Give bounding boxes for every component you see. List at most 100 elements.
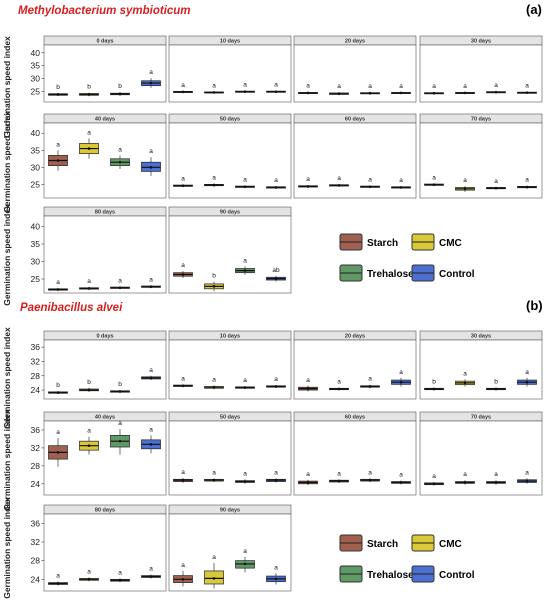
panel-a-label: (a) <box>526 2 542 17</box>
facet-strip-label: 80 days <box>95 508 115 514</box>
box-control: a <box>141 566 161 579</box>
significance-letter: a <box>368 83 372 90</box>
panel-a-title: Methylobacterium symbioticum <box>18 5 191 17</box>
box-mean-point <box>525 185 529 189</box>
box-mean-point <box>56 582 60 585</box>
box-mean-point <box>149 443 153 446</box>
significance-letter: a <box>399 83 403 90</box>
facet-strip-label: 70 days <box>471 415 491 421</box>
box-mean-point <box>525 380 529 384</box>
box-control: a <box>141 276 161 289</box>
significance-letter: a <box>399 177 403 184</box>
box-mean-point <box>118 92 122 96</box>
box-starch: a <box>48 429 68 467</box>
y-tick-label: 35 <box>31 61 41 71</box>
y-axis-label: Germination speed index <box>2 327 12 429</box>
y-axis-label: Germination speed index <box>2 204 12 306</box>
box-control: a <box>391 177 411 189</box>
box-cmc: a <box>79 568 99 582</box>
panel-b-title: Paenibacillus alvei <box>20 302 123 314</box>
box-trehalose: a <box>360 176 380 189</box>
box-cmc: a <box>329 379 349 391</box>
box-cmc: a <box>329 175 349 187</box>
y-tick-label: 30 <box>31 257 41 267</box>
facet-strip-label: 60 days <box>345 415 365 421</box>
box-control: a <box>517 469 537 484</box>
box-mean-point <box>274 385 278 388</box>
y-tick-label: 35 <box>31 239 41 249</box>
box-trehalose: a <box>235 377 255 389</box>
significance-letter: a <box>56 429 60 436</box>
box-mean-point <box>368 91 372 95</box>
box-mean-point <box>368 385 372 388</box>
box-mean-point <box>56 159 60 162</box>
box-mean-point <box>243 90 247 93</box>
box-starch: a <box>424 174 444 187</box>
significance-letter: a <box>87 428 91 435</box>
facet-frame <box>419 339 543 400</box>
box-mean-point <box>181 478 185 482</box>
box-trehalose: a <box>110 146 130 170</box>
box-mean-point <box>306 91 310 95</box>
y-tick-label: 28 <box>31 371 41 381</box>
box-mean-point <box>56 451 60 454</box>
facet-panel: 70 days a a a a <box>419 411 543 496</box>
box-mean-point <box>494 481 498 484</box>
box-mean-point <box>432 482 436 486</box>
facet-panel: 0 days 25 30 35 40 b b b a <box>31 35 167 103</box>
facet-frame <box>168 44 292 103</box>
facet-strip-label: 50 days <box>220 117 240 123</box>
box-mean-point <box>494 387 498 391</box>
facet-strip-label: 60 days <box>345 117 365 123</box>
box-cmc: a <box>204 554 224 589</box>
y-tick-label: 25 <box>31 274 41 284</box>
box-mean-point <box>212 385 216 389</box>
significance-letter: a <box>87 278 91 285</box>
significance-letter: a <box>181 82 185 89</box>
box-cmc: b <box>204 272 224 292</box>
box-cmc: b <box>79 84 99 97</box>
box-control: a <box>517 369 537 387</box>
significance-letter: a <box>149 367 153 374</box>
significance-letter: b <box>56 84 60 91</box>
facet-strip-label: 70 days <box>471 117 491 123</box>
facet-panel: 30 days a a a a <box>419 35 543 103</box>
facet-strip-label: 90 days <box>220 210 240 216</box>
box-cmc: a <box>329 470 349 483</box>
box-trehalose: a <box>486 178 506 190</box>
legend-label-starch: Starch <box>367 539 398 550</box>
box-starch: b <box>424 379 444 391</box>
significance-letter: a <box>212 376 216 383</box>
box-mean-point <box>274 186 278 189</box>
significance-letter: a <box>118 569 122 576</box>
significance-letter: a <box>87 568 91 575</box>
y-tick-label: 40 <box>31 128 41 138</box>
y-tick-label: 32 <box>31 356 41 366</box>
significance-letter: a <box>399 472 403 479</box>
y-axis-label: Germination speed index <box>2 409 12 511</box>
legend-label-control: Control <box>439 570 475 581</box>
significance-letter: a <box>525 83 529 90</box>
box-control: a <box>141 426 161 454</box>
significance-letter: a <box>432 83 436 90</box>
box-mean-point <box>87 93 91 96</box>
significance-letter: a <box>463 177 467 184</box>
box-starch: a <box>173 82 193 94</box>
y-tick-label: 36 <box>31 342 41 352</box>
significance-letter: a <box>118 420 122 427</box>
facet-strip-label: 10 days <box>220 334 240 340</box>
facet-strip-label: 20 days <box>345 39 365 45</box>
box-cmc: a <box>204 174 224 187</box>
box-control: a <box>391 369 411 387</box>
box-starch: a <box>424 83 444 95</box>
box-cmc: b <box>79 379 99 392</box>
box-mean-point <box>212 478 216 482</box>
box-mean-point <box>432 387 436 391</box>
box-starch: a <box>173 562 193 587</box>
significance-letter: a <box>306 377 310 384</box>
box-trehalose: a <box>486 82 506 94</box>
box-mean-point <box>432 91 436 95</box>
significance-letter: a <box>463 471 467 478</box>
significance-letter: a <box>149 148 153 155</box>
